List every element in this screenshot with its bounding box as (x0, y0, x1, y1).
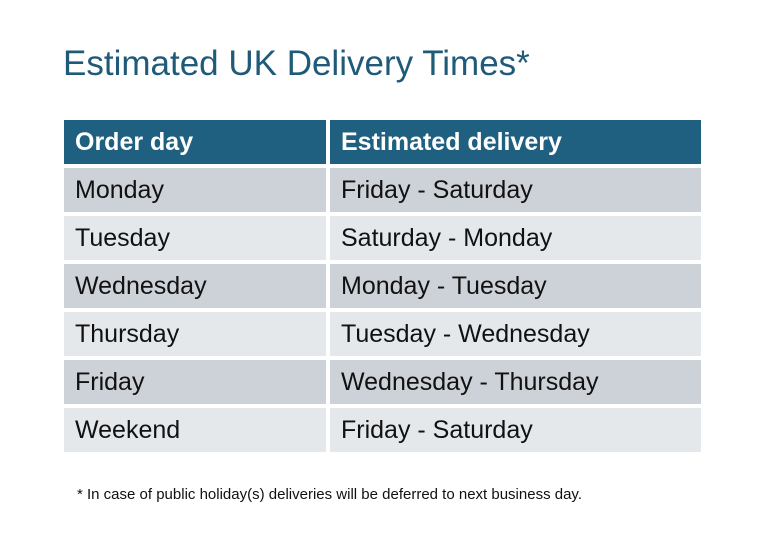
table-row: Weekend Friday - Saturday (64, 408, 701, 452)
table-row: Friday Wednesday - Thursday (64, 360, 701, 404)
order-day-cell: Friday (64, 360, 326, 404)
footnote: * In case of public holiday(s) deliverie… (77, 486, 582, 503)
page-title: Estimated UK Delivery Times* (63, 44, 530, 83)
column-header-estimated-delivery: Estimated delivery (330, 120, 701, 164)
delivery-cell: Monday - Tuesday (330, 264, 701, 308)
order-day-cell: Wednesday (64, 264, 326, 308)
order-day-cell: Weekend (64, 408, 326, 452)
delivery-cell: Saturday - Monday (330, 216, 701, 260)
order-day-cell: Monday (64, 168, 326, 212)
delivery-cell: Friday - Saturday (330, 168, 701, 212)
order-day-cell: Thursday (64, 312, 326, 356)
delivery-times-table: Order day Estimated delivery Monday Frid… (60, 116, 705, 456)
order-day-cell: Tuesday (64, 216, 326, 260)
table-row: Wednesday Monday - Tuesday (64, 264, 701, 308)
table-row: Thursday Tuesday - Wednesday (64, 312, 701, 356)
table-header-row: Order day Estimated delivery (64, 120, 701, 164)
delivery-cell: Friday - Saturday (330, 408, 701, 452)
table-row: Tuesday Saturday - Monday (64, 216, 701, 260)
delivery-cell: Wednesday - Thursday (330, 360, 701, 404)
column-header-order-day: Order day (64, 120, 326, 164)
delivery-cell: Tuesday - Wednesday (330, 312, 701, 356)
table-row: Monday Friday - Saturday (64, 168, 701, 212)
